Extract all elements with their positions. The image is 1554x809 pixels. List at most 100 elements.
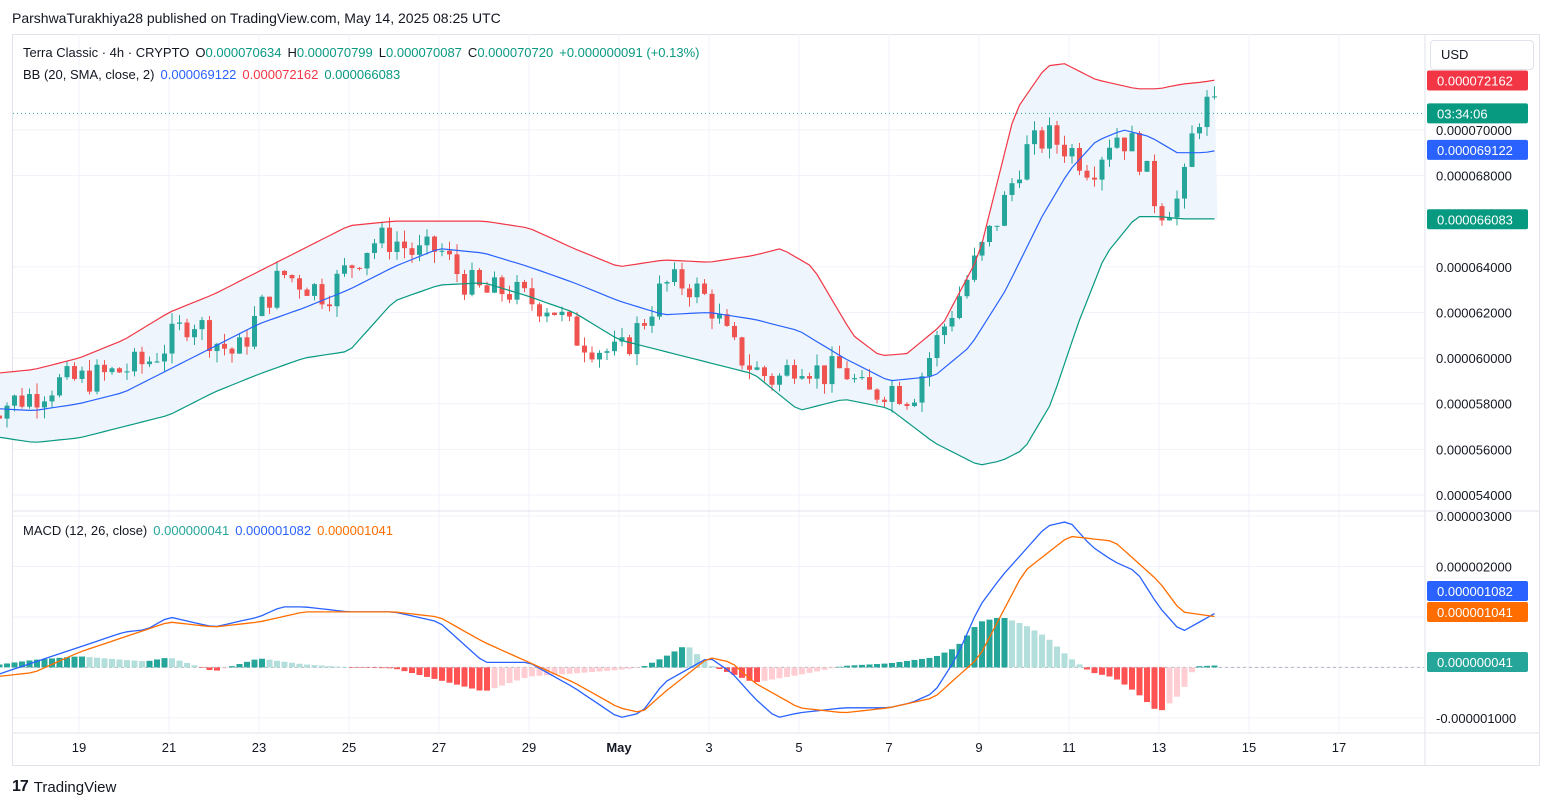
macd-hist-bar: [1211, 665, 1218, 668]
price-axis-label-text: 0.000072162: [1437, 74, 1513, 89]
macd-hist-bar: [394, 667, 400, 670]
candle-body: [634, 323, 640, 355]
candle-body: [829, 356, 835, 385]
macd-hist-bar: [79, 656, 85, 668]
time-axis-tick: 17: [1332, 740, 1346, 755]
candle-body: [972, 255, 977, 280]
candle-body: [747, 365, 752, 370]
macd-hist-bar: [956, 643, 963, 668]
macd-hist-bar: [259, 658, 265, 668]
macd-hist-bar: [319, 665, 325, 668]
macd-hist-bar: [1009, 620, 1015, 668]
macd-hist-bar: [161, 658, 168, 668]
macd-hist-bar: [949, 649, 955, 668]
bb-lower-line: [0, 216, 1215, 466]
macd-hist-bar: [1189, 667, 1195, 673]
tradingview-logo-icon: 17: [12, 778, 29, 795]
macd-hist-bar: [716, 667, 723, 670]
candle-body: [27, 394, 32, 407]
time-axis-tick: 5: [795, 740, 802, 755]
candle-body: [874, 389, 880, 400]
macd-hist-bar: [56, 657, 63, 668]
macd-hist-bar: [731, 667, 738, 675]
macd-hist-bar: [296, 663, 303, 668]
symbol-title[interactable]: Terra Classic · 4h · CRYPTO: [23, 45, 190, 60]
macd-hist-bar: [506, 667, 513, 684]
macd-label[interactable]: MACD (12, 26, close): [23, 523, 148, 538]
candle-body: [1099, 159, 1105, 180]
candle-body: [657, 283, 662, 317]
candle-body: [1114, 137, 1120, 148]
macd-hist-bar: [574, 667, 580, 674]
candle-body: [1167, 217, 1172, 221]
time-axis-tick: 11: [1062, 740, 1076, 755]
macd-hist-bar: [71, 656, 78, 668]
macd-hist-bar: [589, 667, 595, 673]
macd-hist-bar: [1076, 664, 1083, 668]
price-axis-label: [1427, 209, 1528, 230]
macd-hist-bar: [1039, 634, 1045, 668]
ohlc-open-value: 0.000070634: [205, 45, 282, 60]
macd-hist-bar: [536, 667, 543, 676]
candle-body: [357, 267, 362, 269]
time-axis-tick: 15: [1242, 740, 1256, 755]
time-axis-tick: 29: [522, 740, 536, 755]
macd-hist-bar: [274, 660, 280, 668]
macd-line: [0, 521, 1215, 718]
macd-hist-bar: [236, 664, 243, 668]
macd-hist-bar: [686, 647, 693, 668]
candle-body: [169, 323, 175, 354]
candle-body: [1009, 183, 1015, 195]
macd-hist-bar: [1091, 667, 1098, 674]
candle-body: [717, 314, 722, 319]
macd-hist-bar: [911, 659, 918, 668]
ohlc-close-value: 0.000070720: [477, 45, 554, 60]
candle-body: [537, 304, 542, 317]
bb-lower-value: 0.000066083: [324, 67, 401, 82]
macd-hist-bar: [559, 667, 565, 675]
candle-body: [319, 284, 325, 305]
footer-brand-name: TradingView: [33, 778, 117, 796]
macd-hist-bar: [521, 667, 528, 679]
macd-hist-bar: [1061, 653, 1068, 668]
price-axis-label: [1427, 103, 1528, 124]
candle-body: [1047, 125, 1052, 149]
currency-button[interactable]: USD: [1430, 40, 1534, 70]
macd-axis-label-text: 0.000001082: [1437, 584, 1513, 599]
macd-hist-bar: [1024, 626, 1030, 668]
candle-body: [409, 248, 415, 255]
candle-body: [559, 311, 565, 315]
macd-hist-bar: [191, 665, 198, 668]
macd-hist-bar: [1046, 639, 1053, 668]
macd-hist-bar: [836, 666, 843, 668]
macd-hist-bar: [994, 617, 1000, 668]
candle-body: [709, 293, 715, 319]
price-axis-label-text: 03:34:06: [1437, 106, 1488, 121]
macd-hist-bar: [214, 667, 220, 671]
time-axis-tick: 3: [705, 740, 712, 755]
macd-hist-bar: [379, 667, 385, 669]
candle-body: [822, 365, 827, 385]
time-axis-tick: 19: [72, 740, 86, 755]
macd-hist-bar: [1031, 630, 1038, 668]
candle-body: [42, 401, 47, 408]
macd-hist-bar: [1069, 659, 1075, 668]
candle-body: [769, 376, 775, 385]
macd-hist-bar: [86, 657, 93, 668]
candle-body: [1002, 194, 1007, 226]
macd-hist-bar: [4, 663, 10, 668]
bb-label[interactable]: BB (20, SMA, close, 2): [23, 67, 155, 82]
macd-hist-bar: [131, 660, 138, 668]
macd-hist-bar: [424, 667, 430, 677]
time-axis-tick: 13: [1152, 740, 1166, 755]
time-axis-tick: 21: [162, 740, 176, 755]
price-axis-tick: 0.000054000: [1436, 488, 1512, 503]
candles: [0, 86, 1217, 428]
candle-body: [814, 365, 820, 379]
time-axis-tick: 7: [885, 740, 892, 755]
price-axis-label: [1427, 70, 1528, 91]
price-axis-tick: 0.000060000: [1436, 351, 1512, 366]
candle-body: [184, 322, 190, 338]
candle-body: [387, 227, 392, 252]
